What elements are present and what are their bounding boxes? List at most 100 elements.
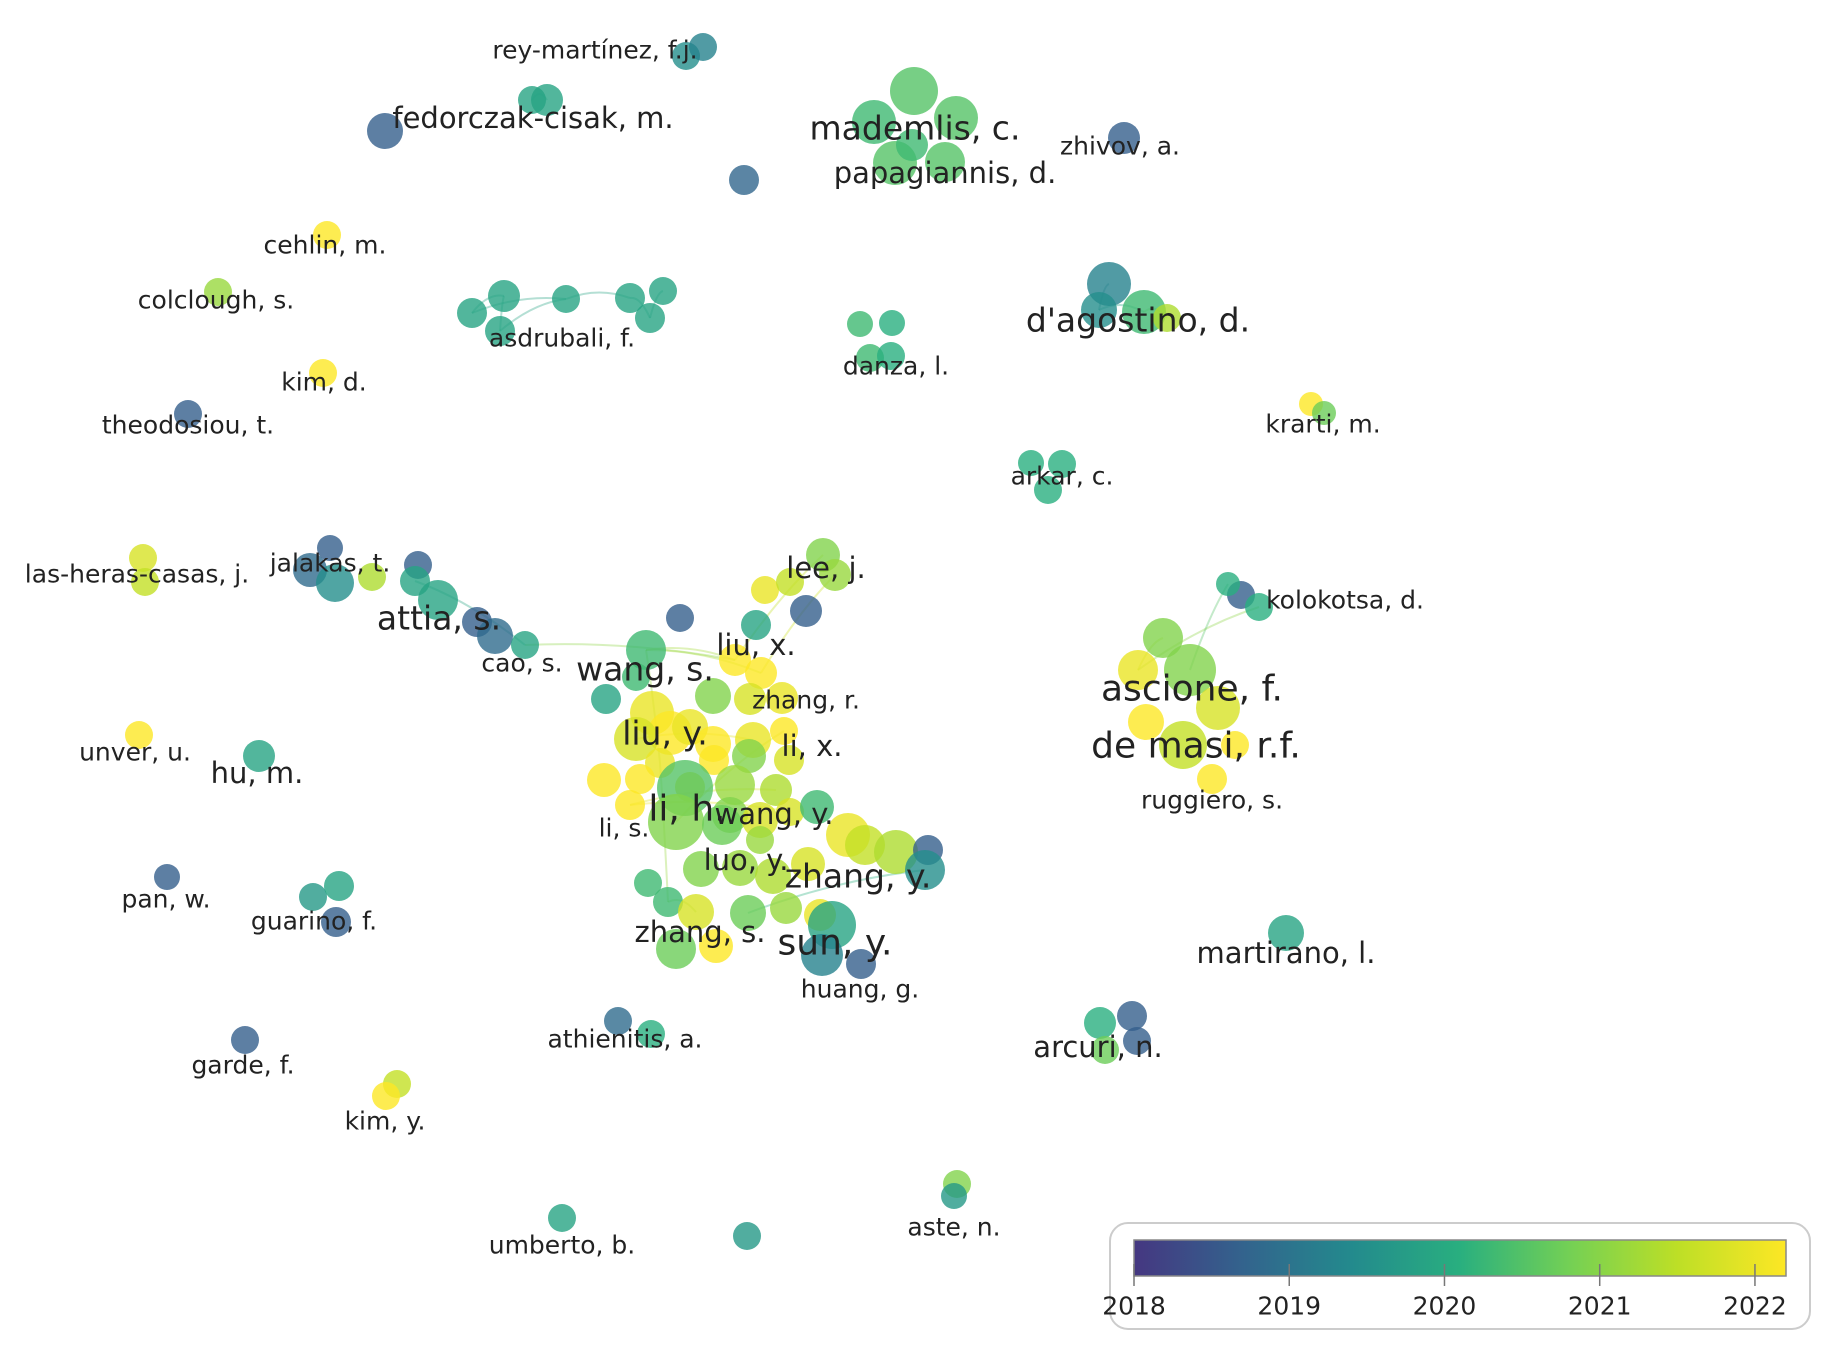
- author-node[interactable]: [626, 630, 666, 670]
- author-node[interactable]: [154, 864, 180, 890]
- author-node[interactable]: [488, 280, 520, 312]
- author-node[interactable]: [1117, 1001, 1147, 1031]
- author-node[interactable]: [683, 851, 719, 887]
- author-node[interactable]: [587, 763, 621, 797]
- author-node[interactable]: [1153, 304, 1181, 332]
- author-node[interactable]: [1128, 704, 1164, 740]
- author-node[interactable]: [877, 342, 905, 370]
- author-node[interactable]: [243, 740, 275, 772]
- author-node[interactable]: [741, 610, 771, 640]
- author-node[interactable]: [730, 895, 766, 931]
- author-node[interactable]: [722, 850, 758, 886]
- author-node[interactable]: [846, 949, 876, 979]
- author-node[interactable]: [774, 745, 804, 775]
- author-node[interactable]: [653, 887, 683, 917]
- author-node[interactable]: [776, 798, 804, 826]
- author-node[interactable]: [622, 663, 650, 691]
- author-node[interactable]: [457, 298, 487, 328]
- author-node[interactable]: [1084, 1007, 1116, 1039]
- author-node[interactable]: [231, 1026, 259, 1054]
- author-node[interactable]: [204, 278, 232, 306]
- author-node[interactable]: [324, 871, 354, 901]
- author-node[interactable]: [1081, 292, 1117, 328]
- author-node[interactable]: [1164, 644, 1216, 696]
- author-node[interactable]: [934, 96, 978, 140]
- author-node[interactable]: [615, 283, 645, 313]
- author-node[interactable]: [890, 67, 938, 115]
- author-node[interactable]: [309, 359, 337, 387]
- author-node[interactable]: [856, 344, 884, 372]
- author-node[interactable]: [1108, 122, 1140, 154]
- author-node[interactable]: [702, 805, 742, 845]
- author-node[interactable]: [719, 644, 751, 676]
- author-node[interactable]: [699, 745, 729, 775]
- author-node[interactable]: [656, 929, 696, 969]
- author-node[interactable]: [316, 564, 354, 602]
- author-node[interactable]: [518, 86, 546, 114]
- author-node[interactable]: [1118, 650, 1158, 690]
- author-node[interactable]: [896, 129, 928, 161]
- author-node[interactable]: [733, 1222, 761, 1250]
- author-node[interactable]: [313, 221, 341, 249]
- author-node[interactable]: [1123, 1027, 1151, 1055]
- author-node[interactable]: [755, 858, 791, 894]
- author-node[interactable]: [800, 790, 834, 824]
- author-node[interactable]: [742, 802, 778, 838]
- author-node[interactable]: [819, 559, 851, 591]
- author-node[interactable]: [751, 576, 779, 604]
- author-node[interactable]: [770, 717, 798, 745]
- author-node[interactable]: [905, 850, 945, 890]
- author-node[interactable]: [1143, 618, 1183, 658]
- author-node[interactable]: [760, 774, 792, 806]
- author-node[interactable]: [131, 568, 159, 596]
- author-node[interactable]: [1268, 915, 1304, 951]
- author-node[interactable]: [729, 165, 759, 195]
- author-node[interactable]: [625, 764, 655, 794]
- author-node[interactable]: [129, 544, 157, 572]
- author-node[interactable]: [372, 1082, 400, 1110]
- author-node[interactable]: [1216, 572, 1240, 596]
- author-node[interactable]: [317, 535, 343, 561]
- author-node[interactable]: [125, 721, 153, 749]
- author-node[interactable]: [1197, 764, 1227, 794]
- author-node[interactable]: [1221, 731, 1249, 759]
- author-node[interactable]: [1048, 450, 1076, 478]
- author-node[interactable]: [552, 285, 580, 313]
- author-node[interactable]: [614, 717, 658, 761]
- author-node[interactable]: [879, 310, 905, 336]
- author-node[interactable]: [1196, 686, 1240, 730]
- author-node[interactable]: [734, 683, 766, 715]
- author-node[interactable]: [699, 929, 733, 963]
- author-node[interactable]: [746, 826, 774, 854]
- author-node[interactable]: [418, 580, 458, 620]
- author-node[interactable]: [1245, 593, 1273, 621]
- author-node[interactable]: [791, 847, 825, 881]
- author-node[interactable]: [801, 934, 843, 976]
- author-node[interactable]: [649, 277, 677, 305]
- author-node[interactable]: [852, 100, 896, 144]
- author-node[interactable]: [689, 33, 717, 61]
- author-node[interactable]: [847, 311, 873, 337]
- author-node[interactable]: [635, 303, 665, 333]
- author-node[interactable]: [591, 684, 621, 714]
- author-node[interactable]: [1018, 450, 1044, 476]
- author-node[interactable]: [299, 883, 327, 911]
- author-node[interactable]: [477, 618, 513, 654]
- author-node[interactable]: [174, 400, 202, 428]
- author-node[interactable]: [925, 142, 965, 182]
- author-node[interactable]: [1312, 401, 1336, 425]
- author-node[interactable]: [1034, 476, 1062, 504]
- author-node[interactable]: [715, 765, 755, 805]
- author-node[interactable]: [615, 790, 645, 820]
- author-node[interactable]: [485, 316, 515, 346]
- author-node[interactable]: [511, 631, 539, 659]
- author-node[interactable]: [776, 568, 804, 596]
- author-node[interactable]: [790, 595, 822, 627]
- author-node[interactable]: [766, 682, 798, 714]
- author-node[interactable]: [770, 892, 802, 924]
- author-node[interactable]: [1159, 721, 1207, 769]
- author-node[interactable]: [666, 604, 694, 632]
- author-node[interactable]: [604, 1007, 632, 1035]
- author-node[interactable]: [548, 1204, 576, 1232]
- author-node[interactable]: [367, 113, 403, 149]
